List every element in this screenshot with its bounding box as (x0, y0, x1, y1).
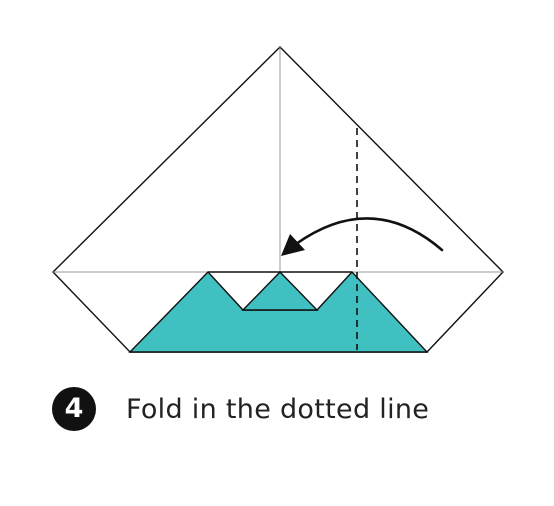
curved-arrow-left-icon (294, 217, 444, 252)
step-caption: 4 Fold in the dotted line (52, 386, 429, 432)
arrow-head-icon (281, 234, 305, 256)
teal-center-triangle (241, 270, 319, 311)
step-instruction: Fold in the dotted line (126, 393, 430, 425)
step-number-badge: 4 (52, 387, 96, 431)
